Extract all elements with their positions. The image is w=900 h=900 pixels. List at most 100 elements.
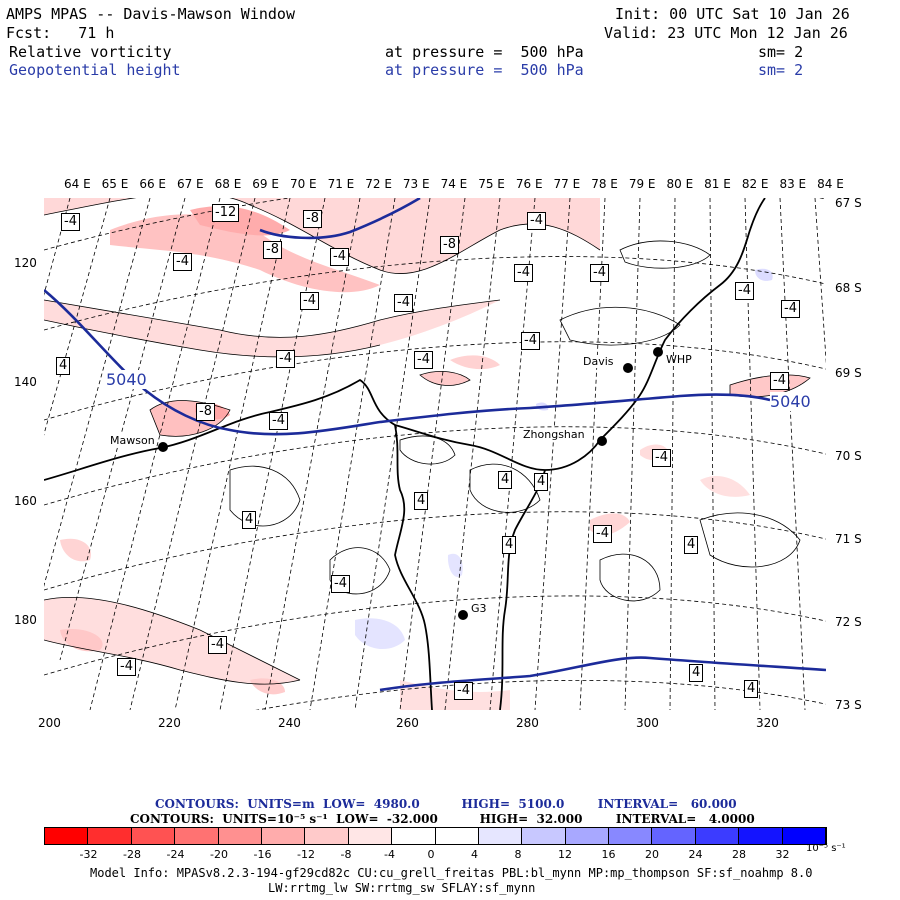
station-label-zhongshan: Zhongshan (523, 428, 585, 441)
colorbar-segment (782, 828, 827, 844)
vorticity-label: -4 (300, 292, 319, 310)
vorticity-label: -4 (735, 282, 754, 300)
x-tick-label: 320 (756, 716, 779, 730)
x-tick-label: 240 (278, 716, 301, 730)
height-contour-label: 5040 (770, 392, 811, 411)
latlon-grid (44, 198, 826, 710)
colorbar-label: 0 (427, 848, 435, 861)
field1-smoothing: sm= 2 (758, 43, 804, 61)
colorbar-segment (218, 828, 262, 844)
vorticity-label: -8 (303, 210, 322, 228)
colorbar-segment (565, 828, 610, 844)
lon-label: 71 E (327, 177, 355, 191)
vorticity-label: 4 (689, 664, 704, 682)
station-label-whp: WHP (666, 353, 692, 366)
lon-label: 65 E (101, 177, 129, 191)
field1-name: Relative vorticity (9, 43, 172, 61)
colorbar-labels: -32 -28 -24 -20 -16 -12 -8 -4 0 4 8 12 16 20 24 28 32 (44, 848, 827, 862)
field2-smoothing: sm= 2 (758, 61, 804, 79)
vorticity-label: -4 (414, 351, 433, 369)
height-contours (44, 198, 826, 692)
longitude-labels: 64 E 65 E 66 E 67 E 68 E 69 E 70 E 71 E … (64, 177, 844, 191)
x-tick-label: 220 (158, 716, 181, 730)
station-label-mawson: Mawson (110, 434, 155, 447)
vorticity-label: -4 (269, 412, 288, 430)
lat-label: 68 S (835, 281, 862, 295)
x-tick-label: 200 (38, 716, 61, 730)
lat-label: 72 S (835, 615, 862, 629)
vorticity-contour-info: CONTOURS: UNITS=10⁻⁵ s⁻¹ LOW= -32.000 HI… (130, 812, 755, 826)
vorticity-label: -8 (196, 403, 215, 421)
colorbar-label: 8 (514, 848, 522, 861)
forecast-hour: Fcst: 71 h (6, 24, 115, 42)
vorticity-label: -4 (276, 350, 295, 368)
colorbar-label: -8 (340, 848, 352, 861)
lon-label: 66 E (139, 177, 166, 191)
vorticity-label: -4 (781, 300, 800, 318)
vorticity-label: -8 (263, 241, 282, 259)
colorbar-label: 16 (601, 848, 616, 861)
init-time: Init: 00 UTC Sat 10 Jan 26 (615, 5, 850, 23)
lon-label: 68 E (214, 177, 242, 191)
vorticity-label: -4 (173, 253, 192, 271)
vorticity-label: -4 (330, 248, 349, 266)
vorticity-label: 4 (534, 473, 549, 491)
lon-label: 72 E (365, 177, 392, 191)
lon-label: 67 E (176, 177, 204, 191)
colorbar-label: -12 (297, 848, 315, 861)
colorbar-label: 20 (645, 848, 659, 861)
colorbar-label: -4 (384, 848, 395, 861)
colorbar-segment (348, 828, 393, 844)
colorbar-segment (522, 828, 566, 844)
vorticity-label: -12 (212, 204, 240, 222)
valid-time: Valid: 23 UTC Mon 12 Jan 26 (604, 24, 848, 42)
colorbar (44, 827, 827, 845)
model-info-line2: LW:rrtmg_lw SW:rrtmg_sw SFLAY:sf_mynn (268, 881, 536, 895)
field2-pressure: at pressure = 500 hPa (385, 61, 584, 79)
field1-pressure: at pressure = 500 hPa (385, 43, 584, 61)
lon-label: 78 E (591, 177, 618, 191)
lat-label: 70 S (835, 449, 862, 463)
vorticity-label: -4 (394, 294, 413, 312)
vorticity-label: 4 (242, 511, 257, 529)
colorbar-segment (392, 828, 436, 844)
lat-label: 73 S (835, 698, 862, 712)
colorbar-segment (609, 828, 653, 844)
colorbar-segment (88, 828, 132, 844)
coastline (44, 198, 766, 710)
colorbar-label: 12 (558, 848, 572, 861)
vorticity-label: -4 (454, 682, 473, 700)
colorbar-segment (175, 828, 219, 844)
station-marker (158, 442, 168, 452)
vorticity-label: -4 (590, 264, 609, 282)
colorbar-segment (652, 828, 696, 844)
lon-label: 79 E (628, 177, 656, 191)
colorbar-segment (305, 828, 349, 844)
map-title: AMPS MPAS -- Davis-Mawson Window (6, 5, 295, 23)
y-tick-label: 140 (14, 375, 37, 389)
colorbar-label: -16 (253, 848, 272, 861)
station-marker (458, 610, 468, 620)
colorbar-label: -20 (210, 848, 228, 861)
field2-name: Geopotential height (9, 61, 181, 79)
colorbar-segment (45, 828, 89, 844)
lat-label: 71 S (835, 532, 862, 546)
lat-label: 69 S (835, 366, 862, 380)
station-marker (623, 363, 633, 373)
x-tick-label: 300 (636, 716, 659, 730)
height-contour-label: 5040 (106, 370, 147, 389)
colorbar-label: 24 (688, 848, 703, 861)
lon-label: 75 E (478, 177, 505, 191)
vorticity-label: -4 (331, 575, 350, 593)
station-label-g3: G3 (471, 602, 487, 615)
lon-label: 73 E (402, 177, 430, 191)
station-label-davis: Davis (583, 355, 614, 368)
lon-label: 69 E (252, 177, 279, 191)
lon-label: 83 E (779, 177, 807, 191)
vorticity-label: -4 (117, 658, 136, 676)
vorticity-label: 4 (414, 492, 429, 510)
lon-label: 70 E (289, 177, 317, 191)
vorticity-label: -4 (61, 213, 80, 231)
colorbar-label: 32 (775, 848, 790, 861)
